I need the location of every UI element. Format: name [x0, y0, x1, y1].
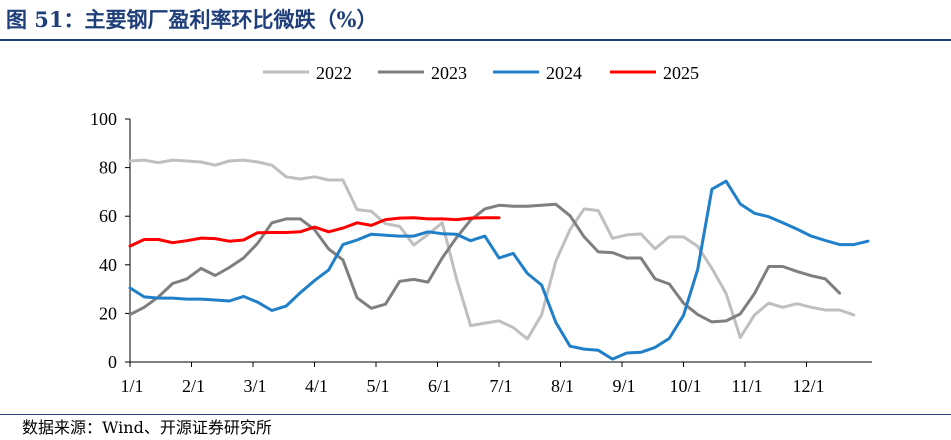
x-tick-label: 11/1 — [731, 376, 762, 396]
series-line-2022 — [128, 158, 856, 341]
series-line-2024 — [128, 179, 870, 361]
steel-mill-profitability-chart: 2022 2023 2024 2025 0 20 40 60 80 100 1/1 2/1 3/1 4… — [90, 63, 872, 396]
legend: 2022 2023 2024 2025 — [263, 63, 699, 83]
x-tick-label: 12/1 — [792, 376, 824, 396]
x-tick-label: 6/1 — [428, 376, 451, 396]
title-rule — [0, 39, 951, 41]
y-axis: 0 20 40 60 80 100 — [90, 109, 131, 372]
y-tick-label: 20 — [99, 303, 117, 323]
x-tick-label: 4/1 — [305, 376, 328, 396]
series-line-2025 — [128, 216, 501, 248]
x-tick-label: 2/1 — [182, 376, 205, 396]
series-layer — [128, 158, 870, 361]
y-tick-label: 80 — [99, 158, 117, 178]
x-tick-label: 3/1 — [243, 376, 266, 396]
legend-label-2022: 2022 — [316, 63, 352, 83]
y-tick-label: 40 — [99, 255, 117, 275]
y-tick-label: 100 — [90, 109, 117, 129]
figure-title: 图 51：主要钢厂盈利率环比微跌（%） — [6, 7, 378, 32]
series-line-2023 — [128, 202, 842, 324]
y-tick-label: 60 — [99, 206, 117, 226]
legend-label-2023: 2023 — [431, 63, 467, 83]
legend-label-2024: 2024 — [546, 63, 582, 83]
x-tick-label: 9/1 — [612, 376, 635, 396]
x-tick-label: 10/1 — [669, 376, 701, 396]
x-tick-label: 7/1 — [489, 376, 512, 396]
x-tick-label: 8/1 — [551, 376, 574, 396]
x-tick-label: 1/1 — [120, 376, 143, 396]
source-rule — [0, 414, 951, 415]
x-tick-label: 5/1 — [366, 376, 389, 396]
data-source-note: 数据来源：Wind、开源证券研究所 — [22, 418, 272, 437]
y-tick-label: 0 — [108, 352, 117, 372]
legend-label-2025: 2025 — [663, 63, 699, 83]
x-axis: 1/1 2/1 3/1 4/1 5/1 6/1 7/1 8/1 9/1 10/1 11/1 12/1 — [120, 361, 872, 396]
